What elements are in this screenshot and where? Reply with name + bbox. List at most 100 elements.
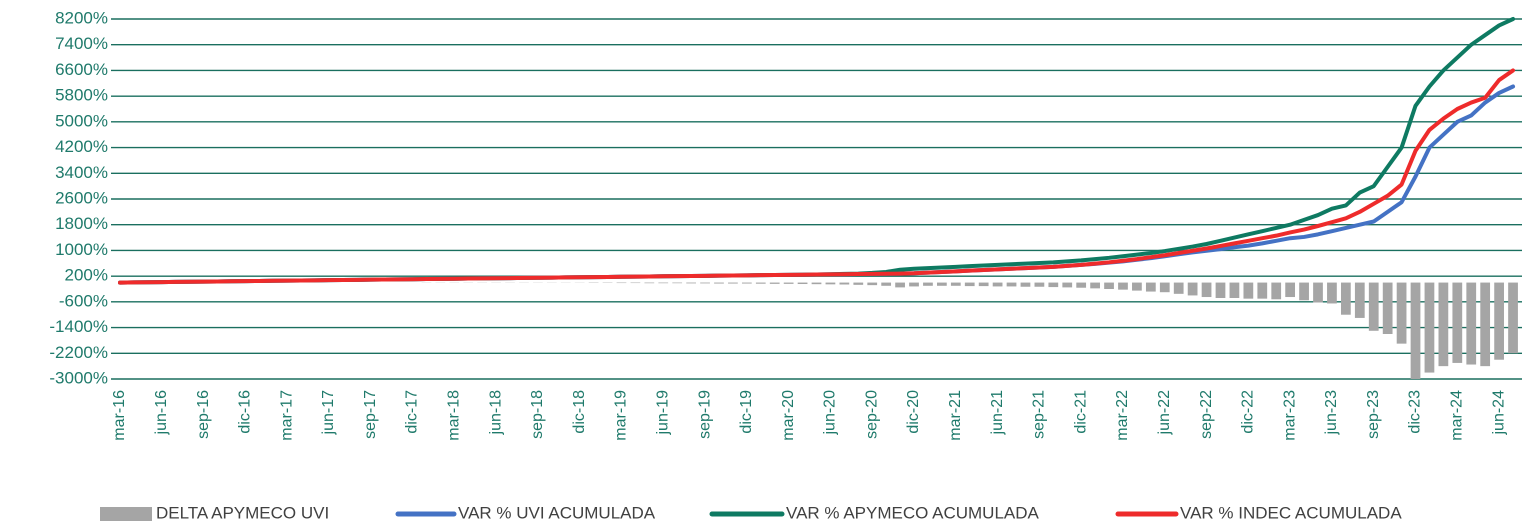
bar bbox=[1076, 282, 1087, 288]
bar bbox=[825, 282, 836, 285]
bar bbox=[1215, 282, 1226, 298]
x-tick-label: mar-16 bbox=[111, 390, 128, 441]
bar bbox=[1466, 282, 1477, 365]
bar bbox=[644, 282, 655, 284]
y-tick-label: 5000% bbox=[55, 111, 108, 130]
y-tick-label: 1800% bbox=[55, 214, 108, 233]
bar bbox=[909, 282, 919, 287]
bar bbox=[1438, 282, 1449, 367]
bar bbox=[1201, 282, 1212, 298]
y-tick-label: -2200% bbox=[49, 343, 108, 362]
legend-swatch bbox=[100, 507, 152, 521]
bar bbox=[1354, 282, 1365, 318]
bar bbox=[1396, 282, 1407, 344]
bar bbox=[1299, 282, 1309, 301]
bar bbox=[1285, 282, 1296, 298]
x-tick-label: mar-22 bbox=[1114, 390, 1131, 441]
bar bbox=[950, 282, 961, 286]
bar bbox=[1132, 282, 1142, 291]
bar bbox=[755, 282, 766, 284]
bar bbox=[686, 282, 696, 284]
x-tick-label: sep-17 bbox=[362, 390, 379, 439]
legend-label: VAR % INDEC ACUMULADA bbox=[1180, 503, 1402, 522]
bar bbox=[1257, 282, 1268, 299]
x-tick-label: sep-22 bbox=[1198, 390, 1215, 439]
line bbox=[117, 17, 1516, 285]
bar bbox=[992, 282, 1003, 287]
bar bbox=[1048, 282, 1059, 288]
bar bbox=[769, 282, 780, 284]
bar bbox=[1243, 282, 1254, 299]
x-tick-label: jun-18 bbox=[487, 390, 504, 436]
bar bbox=[700, 282, 710, 284]
y-tick-label: 6600% bbox=[55, 60, 108, 79]
x-tick-label: jun-23 bbox=[1323, 390, 1340, 436]
x-tick-label: dic-19 bbox=[738, 390, 755, 434]
bar bbox=[1159, 282, 1170, 293]
x-tick-label: sep-19 bbox=[696, 390, 713, 439]
bar bbox=[839, 282, 850, 285]
line bbox=[117, 68, 1516, 285]
x-tick-label: mar-17 bbox=[278, 390, 295, 441]
x-tick-label: jun-21 bbox=[989, 390, 1006, 436]
x-tick-label: mar-24 bbox=[1449, 390, 1466, 441]
x-tick-label: dic-20 bbox=[905, 390, 922, 434]
bar bbox=[1340, 282, 1351, 315]
x-tick-label: dic-22 bbox=[1240, 390, 1257, 434]
y-tick-label: -3000% bbox=[49, 368, 108, 387]
y-tick-label: 7400% bbox=[55, 34, 108, 53]
bar bbox=[1327, 282, 1337, 304]
bar bbox=[853, 282, 864, 285]
bar bbox=[1104, 282, 1114, 289]
bar bbox=[1020, 282, 1031, 287]
x-tick-label: jun-19 bbox=[654, 390, 671, 436]
bar bbox=[1173, 282, 1184, 294]
legend-label: DELTA APYMECO UVI bbox=[156, 503, 329, 522]
bar bbox=[1410, 282, 1421, 379]
x-tick-label: sep-23 bbox=[1365, 390, 1382, 439]
x-tick-label: jun-17 bbox=[320, 390, 337, 436]
bar bbox=[1313, 282, 1323, 303]
bar bbox=[923, 282, 933, 286]
line bbox=[117, 84, 1516, 285]
x-tick-label: jun-22 bbox=[1156, 390, 1173, 436]
bar bbox=[1187, 282, 1198, 296]
bar bbox=[783, 282, 794, 284]
bar bbox=[1145, 282, 1156, 292]
bar bbox=[867, 282, 878, 286]
x-tick-label: mar-20 bbox=[780, 390, 797, 441]
legend-label: VAR % APYMECO ACUMULADA bbox=[786, 503, 1040, 522]
bar bbox=[1480, 282, 1491, 367]
bar bbox=[1090, 282, 1100, 289]
y-tick-label: -600% bbox=[59, 291, 108, 310]
x-tick-label: dic-18 bbox=[571, 390, 588, 434]
y-tick-label: -1400% bbox=[49, 317, 108, 336]
y-tick-label: 200% bbox=[65, 266, 108, 285]
bar bbox=[1006, 282, 1017, 287]
bar bbox=[728, 282, 738, 284]
x-tick-label: sep-20 bbox=[863, 390, 880, 439]
bar bbox=[1494, 282, 1504, 360]
x-tick-label: sep-21 bbox=[1031, 390, 1048, 439]
x-tick-label: jun-16 bbox=[153, 390, 170, 436]
bar bbox=[1062, 282, 1073, 288]
bar bbox=[797, 282, 808, 285]
x-tick-label: mar-19 bbox=[613, 390, 630, 441]
bar bbox=[811, 282, 822, 285]
x-tick-label: mar-23 bbox=[1281, 390, 1298, 441]
bar bbox=[658, 282, 669, 284]
bar bbox=[1382, 282, 1393, 334]
x-tick-label: dic-17 bbox=[404, 390, 421, 434]
bar bbox=[1368, 282, 1379, 331]
y-tick-label: 5800% bbox=[55, 86, 108, 105]
bar bbox=[937, 282, 947, 286]
legend-label: VAR % UVI ACUMULADA bbox=[458, 503, 656, 522]
y-tick-label: 2600% bbox=[55, 188, 108, 207]
y-tick-label: 3400% bbox=[55, 163, 108, 182]
bar bbox=[1229, 282, 1240, 298]
bar bbox=[895, 282, 905, 288]
bar bbox=[1424, 282, 1435, 373]
x-tick-label: dic-21 bbox=[1072, 390, 1089, 434]
bar bbox=[978, 282, 989, 287]
